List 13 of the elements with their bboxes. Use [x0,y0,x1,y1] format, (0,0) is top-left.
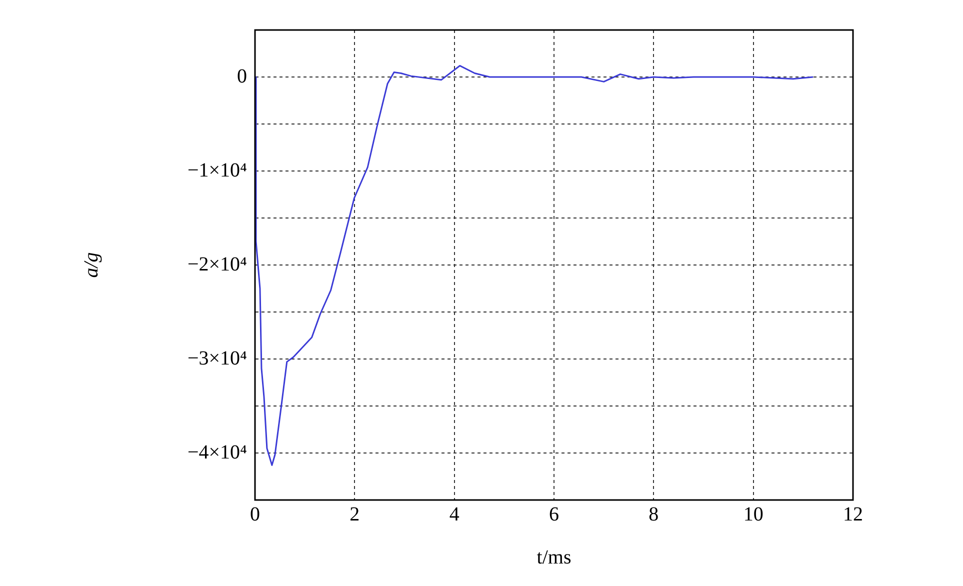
x-tick-label: 4 [449,503,460,526]
y-tick-label: −3×10⁴ [187,347,248,370]
x-tick-label: 12 [843,503,863,526]
y-tick-label: −2×10⁴ [187,253,248,276]
y-tick-label: −1×10⁴ [187,159,248,182]
y-tick-label: −4×10⁴ [187,441,248,464]
x-axis-title: t/ms [536,546,572,568]
y-tick-label: 0 [237,65,247,88]
x-tick-label: 8 [648,503,659,526]
x-tick-label: 2 [350,503,360,526]
y-axis-title: a/g [80,252,102,278]
x-tick-label: 10 [743,503,764,526]
x-tick-label: 6 [549,503,559,526]
